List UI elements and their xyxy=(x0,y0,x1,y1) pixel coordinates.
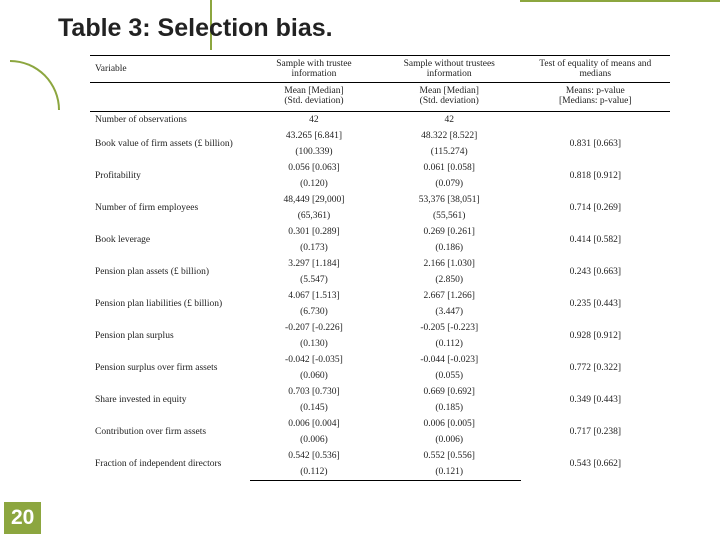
row-sample-without: -0.044 [-0.023] xyxy=(378,352,521,368)
table-container: Variable Sample with trustee information… xyxy=(90,55,670,481)
row-sample-without-sd: (0.185) xyxy=(378,400,521,416)
row-sample-without: 2.667 [1.266] xyxy=(378,288,521,304)
row-variable: Number of observations xyxy=(90,112,250,129)
accent-curve xyxy=(10,60,60,110)
row-sample-with-sd: (100.339) xyxy=(250,144,378,160)
row-sample-without-sd: (0.112) xyxy=(378,336,521,352)
row-sample-without: 0.061 [0.058] xyxy=(378,160,521,176)
row-sample-with-sd: (5.547) xyxy=(250,272,378,288)
row-sample-with-sd: (0.120) xyxy=(250,176,378,192)
row-sample-with-sd: (6.730) xyxy=(250,304,378,320)
table-body: Number of observations4242Book value of … xyxy=(90,112,670,481)
row-test: 0.349 [0.443] xyxy=(521,384,670,416)
row-sample-without: 0.269 [0.261] xyxy=(378,224,521,240)
row-test: 0.414 [0.582] xyxy=(521,224,670,256)
row-sample-with: -0.042 [-0.035] xyxy=(250,352,378,368)
row-variable: Pension surplus over firm assets xyxy=(90,352,250,384)
row-test: 0.818 [0.912] xyxy=(521,160,670,192)
row-sample-without-sd: (115.274) xyxy=(378,144,521,160)
row-sample-with-sd: (0.060) xyxy=(250,368,378,384)
table-row: Profitability0.056 [0.063]0.061 [0.058]0… xyxy=(90,160,670,176)
row-sample-without: 0.669 [0.692] xyxy=(378,384,521,400)
table-row: Book leverage0.301 [0.289]0.269 [0.261]0… xyxy=(90,224,670,240)
row-sample-with: 43.265 [6.841] xyxy=(250,128,378,144)
row-sample-with: -0.207 [-0.226] xyxy=(250,320,378,336)
row-sample-with-sd: (0.173) xyxy=(250,240,378,256)
col-sub-with: Mean [Median] (Std. deviation) xyxy=(250,83,378,112)
row-variable: Share invested in equity xyxy=(90,384,250,416)
table-row: Pension plan liabilities (£ billion)4.06… xyxy=(90,288,670,304)
row-sample-without-sd: (0.121) xyxy=(378,464,521,481)
table-row: Fraction of independent directors0.542 [… xyxy=(90,448,670,464)
row-sample-with-sd: (0.130) xyxy=(250,336,378,352)
row-test: 0.243 [0.663] xyxy=(521,256,670,288)
table-row: Number of observations4242 xyxy=(90,112,670,129)
row-sample-with: 0.703 [0.730] xyxy=(250,384,378,400)
col-variable-sub xyxy=(90,83,250,112)
col-sub-test: Means: p-value [Medians: p-value] xyxy=(521,83,670,112)
col-sample-without: Sample without trustees information xyxy=(378,56,521,83)
row-sample-without-sd: (3.447) xyxy=(378,304,521,320)
table-row: Pension plan surplus-0.207 [-0.226]-0.20… xyxy=(90,320,670,336)
row-sample-without-sd: (0.006) xyxy=(378,432,521,448)
row-variable: Fraction of independent directors xyxy=(90,448,250,481)
row-variable: Pension plan surplus xyxy=(90,320,250,352)
row-sample-without-sd: (55,561) xyxy=(378,208,521,224)
row-sample-with: 0.006 [0.004] xyxy=(250,416,378,432)
col-variable: Variable xyxy=(90,56,250,83)
page-number: 20 xyxy=(4,502,41,534)
col-sample-with: Sample with trustee information xyxy=(250,56,378,83)
row-sample-without-sd: (2.850) xyxy=(378,272,521,288)
table-row: Number of firm employees48,449 [29,000]5… xyxy=(90,192,670,208)
table-row: Pension plan assets (£ billion)3.297 [1.… xyxy=(90,256,670,272)
row-variable: Profitability xyxy=(90,160,250,192)
row-test: 0.543 [0.662] xyxy=(521,448,670,481)
row-sample-with-sd: (0.145) xyxy=(250,400,378,416)
row-sample-without: 0.552 [0.556] xyxy=(378,448,521,464)
row-sample-with: 0.301 [0.289] xyxy=(250,224,378,240)
table-row: Pension surplus over firm assets-0.042 [… xyxy=(90,352,670,368)
row-sample-with: 48,449 [29,000] xyxy=(250,192,378,208)
col-sub-without: Mean [Median] (Std. deviation) xyxy=(378,83,521,112)
row-test: 0.235 [0.443] xyxy=(521,288,670,320)
row-sample-with: 0.542 [0.536] xyxy=(250,448,378,464)
row-test: 0.831 [0.663] xyxy=(521,128,670,160)
row-sample-without: 42 xyxy=(378,112,521,129)
row-test: 0.928 [0.912] xyxy=(521,320,670,352)
row-test: 0.772 [0.322] xyxy=(521,352,670,384)
row-sample-without: 2.166 [1.030] xyxy=(378,256,521,272)
row-variable: Contribution over firm assets xyxy=(90,416,250,448)
row-sample-without: 0.006 [0.005] xyxy=(378,416,521,432)
row-test: 0.714 [0.269] xyxy=(521,192,670,224)
selection-bias-table: Variable Sample with trustee information… xyxy=(90,55,670,481)
row-sample-without-sd: (0.055) xyxy=(378,368,521,384)
row-test: 0.717 [0.238] xyxy=(521,416,670,448)
accent-top-line xyxy=(520,0,720,2)
row-sample-without: -0.205 [-0.223] xyxy=(378,320,521,336)
row-sample-with-sd: (65,361) xyxy=(250,208,378,224)
slide-title: Table 3: Selection bias. xyxy=(58,14,333,43)
table-row: Book value of firm assets (£ billion)43.… xyxy=(90,128,670,144)
row-sample-with: 0.056 [0.063] xyxy=(250,160,378,176)
row-variable: Number of firm employees xyxy=(90,192,250,224)
row-sample-without: 53,376 [38,051] xyxy=(378,192,521,208)
row-sample-with-sd: (0.006) xyxy=(250,432,378,448)
row-variable: Pension plan liabilities (£ billion) xyxy=(90,288,250,320)
row-sample-with-sd: (0.112) xyxy=(250,464,378,481)
row-sample-with: 4.067 [1.513] xyxy=(250,288,378,304)
row-sample-without-sd: (0.186) xyxy=(378,240,521,256)
row-variable: Pension plan assets (£ billion) xyxy=(90,256,250,288)
row-variable: Book leverage xyxy=(90,224,250,256)
row-sample-without: 48.322 [8.522] xyxy=(378,128,521,144)
row-sample-with: 3.297 [1.184] xyxy=(250,256,378,272)
col-test: Test of equality of means and medians xyxy=(521,56,670,83)
row-sample-with: 42 xyxy=(250,112,378,129)
row-sample-without-sd: (0.079) xyxy=(378,176,521,192)
row-test xyxy=(521,112,670,129)
table-row: Contribution over firm assets0.006 [0.00… xyxy=(90,416,670,432)
table-row: Share invested in equity0.703 [0.730]0.6… xyxy=(90,384,670,400)
row-variable: Book value of firm assets (£ billion) xyxy=(90,128,250,160)
